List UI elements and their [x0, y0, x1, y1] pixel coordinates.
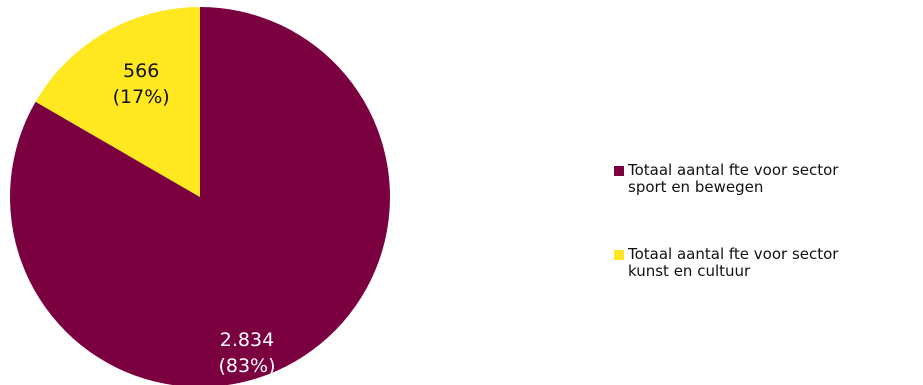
legend-swatch-sport: [614, 166, 624, 176]
legend: Totaal aantal fte voor sector sport en b…: [614, 162, 923, 280]
legend-label-kunst: Totaal aantal fte voor sector kunst en c…: [628, 245, 839, 280]
pie-slices: [10, 7, 390, 385]
legend-item-kunst: Totaal aantal fte voor sector kunst en c…: [614, 246, 923, 280]
slice-percent-label-kunst: (17%): [113, 86, 170, 108]
pie-slice-kunst: [35, 7, 200, 197]
legend-label-sport: Totaal aantal fte voor sector sport en b…: [628, 161, 839, 196]
slice-percent-label-sport: (83%): [218, 355, 275, 377]
pie-slice-sport: [10, 7, 390, 385]
pie-labels: 2.834 (83%) 566 (17%): [113, 60, 276, 377]
legend-swatch-kunst: [614, 250, 624, 260]
pie-chart-plot: 2.834 (83%) 566 (17%): [10, 7, 390, 385]
slice-value-label-kunst: 566: [123, 60, 159, 82]
slice-value-label-sport: 2.834: [220, 329, 274, 351]
legend-item-sport: Totaal aantal fte voor sector sport en b…: [614, 162, 923, 196]
